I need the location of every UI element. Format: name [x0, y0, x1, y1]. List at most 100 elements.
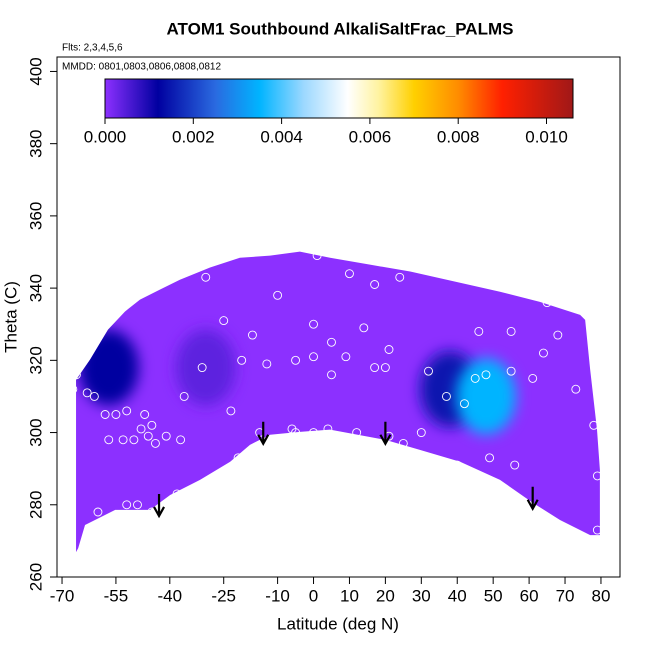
obs-point: [398, 438, 408, 448]
obs-point: [136, 424, 146, 434]
obs-point: [122, 406, 132, 416]
arrow: [153, 493, 165, 519]
y-tick-label: 340: [26, 274, 45, 302]
obs-point: [452, 460, 462, 470]
obs-point: [100, 410, 110, 419]
obs-point: [327, 370, 336, 380]
obs-point: [470, 373, 480, 383]
y-axis-label: Theta (C): [1, 281, 20, 353]
x-tick-label: 30: [412, 586, 431, 605]
colorbar-tick-label: 0.008: [437, 127, 480, 146]
obs-point: [111, 410, 121, 419]
obs-point: [474, 326, 484, 336]
obs-point: [592, 525, 602, 535]
obs-point: [291, 355, 301, 365]
obs-point: [341, 352, 351, 362]
obs-point: [129, 435, 139, 445]
obs-point: [327, 337, 336, 347]
plot-frame: [56, 56, 621, 578]
obs-point: [384, 345, 394, 354]
obs-point: [485, 453, 495, 463]
x-tick-label: -10: [265, 586, 290, 605]
obs-point: [359, 323, 369, 333]
obs-point: [571, 384, 581, 394]
obs-point: [380, 363, 390, 373]
obs-point: [528, 373, 538, 383]
dates-note: MMDD: 0801,0803,0806,0808,0812: [62, 62, 221, 73]
y-tick-label: 400: [26, 57, 45, 85]
y-tick-label: 360: [26, 202, 45, 230]
obs-point: [309, 319, 318, 329]
y-tick-label: 320: [26, 346, 45, 374]
arrow: [257, 421, 270, 446]
colorbar-tick-label: 0.000: [84, 127, 127, 146]
obs-point: [122, 500, 132, 510]
obs-point: [589, 420, 599, 430]
y-tick-label: 300: [26, 418, 45, 446]
y-tick-label: 380: [26, 129, 45, 157]
obs-point: [219, 316, 229, 326]
obs-point: [553, 330, 563, 340]
obs-point: [262, 359, 272, 369]
obs-point: [179, 391, 189, 401]
obs-point: [442, 391, 451, 401]
x-tick-label: 10: [340, 586, 359, 605]
obs-point: [68, 384, 78, 394]
x-axis-label: Latitude (deg N): [277, 614, 399, 633]
obs-point: [539, 348, 548, 358]
obs-point: [82, 388, 92, 398]
obs-point: [89, 391, 99, 401]
feature: [78, 329, 139, 406]
obs-point: [201, 272, 211, 282]
chart-title: ATOM1 Southbound AlkaliSaltFrac_PALMS: [167, 19, 514, 38]
colorbar: [104, 78, 574, 119]
colorbar-tick-label: 0.006: [349, 127, 392, 146]
obs-point: [104, 435, 114, 445]
x-tick-label: 40: [448, 586, 467, 605]
obs-point: [118, 435, 128, 445]
obs-point: [147, 420, 157, 430]
obs-point: [237, 355, 247, 365]
obs-point: [459, 399, 469, 409]
obs-point: [345, 269, 354, 279]
field-area: [76, 251, 600, 553]
obs-point: [93, 507, 103, 517]
x-tick-label: -25: [211, 586, 236, 605]
obs-point: [416, 428, 426, 438]
x-tick-label: 70: [556, 586, 575, 605]
colorbar-tick-label: 0.004: [260, 127, 303, 146]
x-tick-label: 20: [376, 586, 395, 605]
obs-point: [309, 428, 318, 438]
obs-point: [352, 428, 362, 438]
arrow: [379, 421, 392, 446]
obs-point: [370, 363, 380, 373]
obs-point: [287, 424, 297, 434]
obs-point: [140, 410, 150, 419]
obs-point: [64, 460, 74, 470]
obs-point: [161, 431, 171, 441]
obs-point: [592, 471, 602, 481]
x-tick-label: 80: [591, 586, 610, 605]
colorbar-tick-label: 0.002: [172, 127, 215, 146]
obs-point: [143, 431, 153, 441]
obs-point: [233, 453, 243, 463]
obs-point: [506, 366, 516, 376]
obs-point: [424, 366, 433, 376]
obs-point: [71, 370, 81, 380]
x-tick-label: 50: [484, 586, 503, 605]
obs-point: [395, 272, 405, 282]
obs-point: [312, 251, 322, 261]
obs-point: [248, 330, 257, 340]
obs-point: [510, 460, 520, 470]
y-tick-label: 280: [26, 491, 45, 519]
x-tick-label: -55: [104, 586, 129, 605]
x-tick-label: -70: [50, 586, 75, 605]
obs-point: [481, 370, 491, 380]
obs-point: [273, 290, 283, 300]
obs-point: [309, 352, 318, 362]
obs-point: [172, 489, 182, 499]
obs-point: [197, 363, 207, 373]
obs-point: [150, 438, 160, 448]
y-tick-label: 260: [26, 563, 45, 591]
